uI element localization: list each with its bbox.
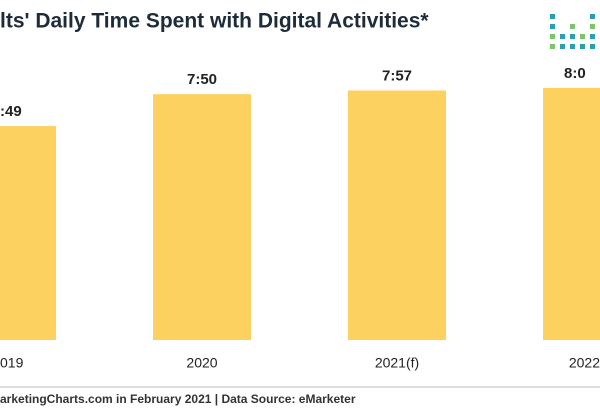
x-tick-label: 2022 xyxy=(569,355,600,371)
logo xyxy=(550,14,595,49)
x-tick-label: 2021(f) xyxy=(375,355,419,371)
footer: arketingCharts.com in February 2021 | Da… xyxy=(0,392,356,406)
x-tick-label: 019 xyxy=(0,355,24,371)
bar xyxy=(348,90,446,341)
bar xyxy=(0,126,56,341)
value-label: 7:57 xyxy=(382,67,412,84)
bar xyxy=(543,87,600,340)
value-label: :49 xyxy=(0,103,22,120)
x-tick-label: 2020 xyxy=(186,355,217,371)
value-label: 7:50 xyxy=(187,71,217,88)
value-label: 8:0 xyxy=(564,65,586,82)
chart-title: lts' Daily Time Spent with Digital Activ… xyxy=(0,10,429,33)
bar xyxy=(153,94,251,340)
